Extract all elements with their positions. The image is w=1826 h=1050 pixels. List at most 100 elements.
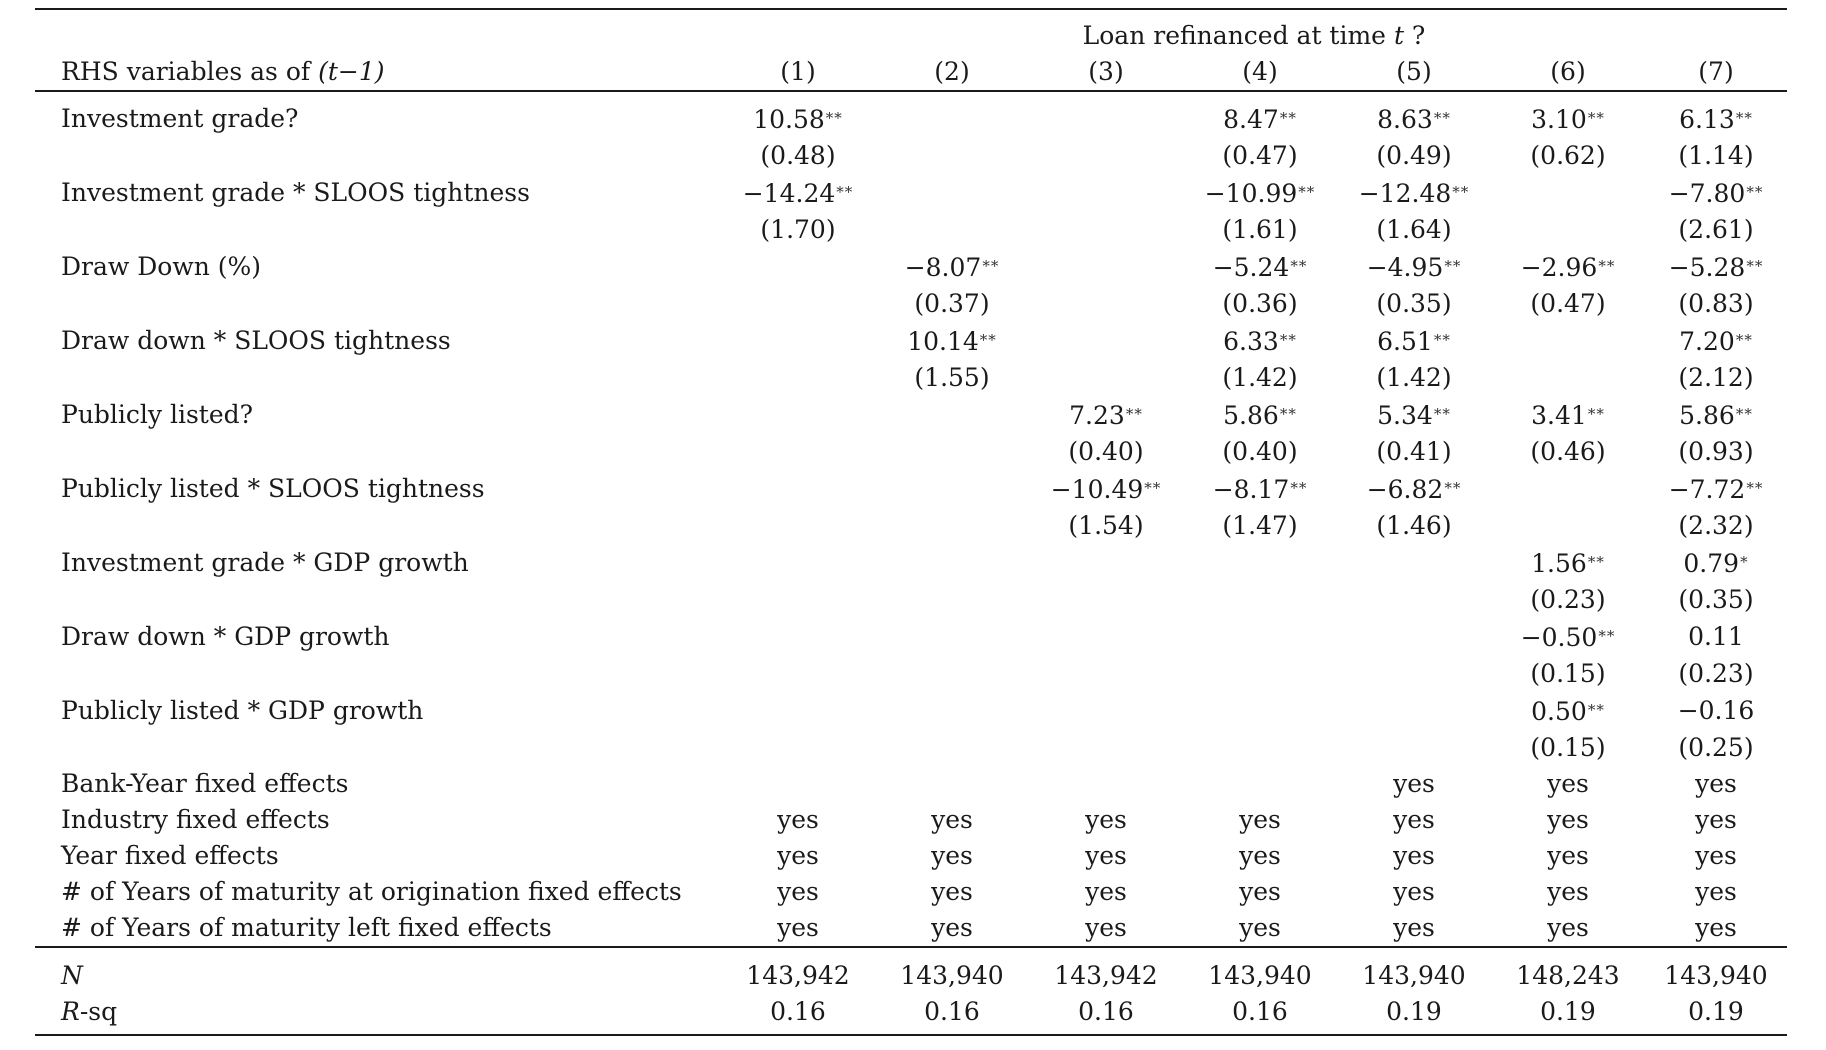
significance-stars: ** — [1279, 405, 1297, 423]
coef-value: −5.24 — [1212, 253, 1290, 282]
super-header-var: t — [1393, 21, 1404, 50]
coef-cell — [1029, 248, 1183, 286]
se-cell — [1491, 212, 1645, 248]
se-cell — [721, 656, 875, 692]
fixed-effects-cell: yes — [777, 805, 819, 834]
fixed-effects-cell: yes — [1547, 805, 1589, 834]
coef-value: 10.14 — [907, 327, 979, 356]
coef-cell: −0.50** — [1491, 618, 1645, 656]
coef-cell — [1491, 174, 1645, 212]
se-cell: (0.36) — [1222, 289, 1298, 318]
coef-value: −14.24 — [742, 179, 836, 208]
fixed-effects-row: Industry fixed effects yes yes yes yes yes yes… — [35, 802, 1787, 838]
fixed-effects-cell: yes — [1393, 769, 1435, 798]
fixed-effects-cell: yes — [1239, 913, 1281, 942]
fixed-effects-cell — [875, 766, 1029, 802]
coef-cell — [721, 322, 875, 360]
stats-cell: 0.19 — [1386, 997, 1442, 1026]
coef-label: Draw down * SLOOS tightness — [61, 326, 451, 355]
coef-cell — [721, 692, 875, 730]
coef-cell — [875, 470, 1029, 508]
coef-cell: −10.49** — [1029, 470, 1183, 508]
se-cell: (0.48) — [760, 141, 836, 170]
fixed-effects-cell: yes — [1695, 805, 1737, 834]
coef-value: 6.13 — [1679, 105, 1735, 134]
coef-cell: 8.63** — [1337, 100, 1491, 138]
se-cell — [1183, 582, 1337, 618]
se-cell — [1029, 656, 1183, 692]
coef-value: 8.63 — [1377, 105, 1433, 134]
coef-cell — [875, 544, 1029, 582]
coef-value: −7.80 — [1668, 179, 1746, 208]
se-cell: (0.25) — [1678, 733, 1754, 762]
se-cell: (0.40) — [1222, 437, 1298, 466]
super-header-suffix: ? — [1403, 21, 1426, 50]
se-row: (0.15) (0.25) — [35, 730, 1787, 766]
coef-cell — [721, 396, 875, 434]
se-row: (0.37) (0.36) (0.35) (0.47) (0.83) — [35, 286, 1787, 322]
coef-cell: 0.50** — [1491, 692, 1645, 730]
fixed-effects-cell: yes — [1547, 877, 1589, 906]
coef-cell: −5.24** — [1183, 248, 1337, 286]
fixed-effects-cell — [1029, 766, 1183, 802]
coef-cell: 10.14** — [875, 322, 1029, 360]
coef-cell: −10.99** — [1183, 174, 1337, 212]
fixed-effects-cell: yes — [1085, 913, 1127, 942]
se-cell — [875, 434, 1029, 470]
coef-value: −0.16 — [1677, 696, 1755, 725]
se-label-spacer — [35, 286, 721, 322]
significance-stars: ** — [1298, 183, 1316, 201]
fixed-effects-row: Year fixed effects yes yes yes yes yes yes yes — [35, 838, 1787, 874]
super-header: Loan refinanced at time t ? — [721, 18, 1787, 54]
coef-cell: 6.51** — [1337, 322, 1491, 360]
top-rule — [35, 8, 1787, 18]
significance-stars: ** — [1746, 183, 1764, 201]
coef-cell: −7.80** — [1645, 174, 1787, 212]
significance-stars: ** — [1746, 479, 1764, 497]
coef-cell: −6.82** — [1337, 470, 1491, 508]
fixed-effects-row: # of Years of maturity at origination fi… — [35, 874, 1787, 910]
coef-value: −2.96 — [1520, 253, 1598, 282]
significance-stars: ** — [1290, 479, 1308, 497]
significance-stars: ** — [982, 257, 1000, 275]
se-label-spacer — [35, 138, 721, 174]
coef-value: 6.51 — [1377, 327, 1433, 356]
stats-cell: 143,942 — [746, 961, 850, 990]
stats-cell: 143,940 — [900, 961, 1004, 990]
stats-cell: 143,940 — [1208, 961, 1312, 990]
se-cell: (1.54) — [1068, 511, 1144, 540]
significance-stars: ** — [1587, 109, 1605, 127]
coef-value: −0.50 — [1520, 623, 1598, 652]
coef-value: 0.50 — [1531, 697, 1587, 726]
coef-cell: 0.11 — [1645, 618, 1787, 656]
significance-stars: ** — [1735, 331, 1753, 349]
se-cell — [875, 656, 1029, 692]
coef-value: −10.99 — [1204, 179, 1298, 208]
significance-stars: ** — [1144, 479, 1162, 497]
se-row: (0.23) (0.35) — [35, 582, 1787, 618]
stats-cell: 0.16 — [924, 997, 980, 1026]
coef-cell: −0.16 — [1645, 692, 1787, 730]
fixed-effects-cell: yes — [1239, 877, 1281, 906]
coef-value: 3.41 — [1531, 401, 1587, 430]
coef-value: 0.11 — [1688, 622, 1744, 651]
se-cell: (0.62) — [1530, 141, 1606, 170]
se-cell: (0.41) — [1376, 437, 1452, 466]
se-cell: (0.47) — [1222, 141, 1298, 170]
column-header-7: (7) — [1698, 57, 1734, 86]
se-cell — [721, 434, 875, 470]
significance-stars: ** — [1587, 405, 1605, 423]
se-label-spacer — [35, 656, 721, 692]
se-cell — [721, 360, 875, 396]
rhs-label-var: (t−1) — [318, 57, 385, 86]
coef-label: Draw Down (%) — [61, 252, 262, 281]
significance-stars: ** — [1587, 701, 1605, 719]
stats-cell: 0.16 — [1232, 997, 1288, 1026]
se-cell — [1029, 360, 1183, 396]
significance-stars: ** — [1452, 183, 1470, 201]
column-header-1: (1) — [780, 57, 816, 86]
stats-cell: 143,940 — [1664, 961, 1768, 990]
se-cell — [1337, 656, 1491, 692]
column-header-2: (2) — [934, 57, 970, 86]
